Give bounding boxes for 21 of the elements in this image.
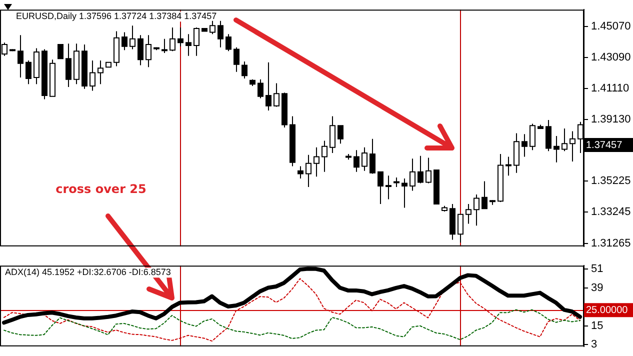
chart-title: EURUSD,Daily 1.37596 1.37724 1.37384 1.37457 — [16, 11, 217, 22]
y-tick-label: 1.33245 — [591, 206, 631, 218]
y-tick-label: 1.35225 — [591, 175, 631, 188]
annotation: cross over 25 — [56, 182, 146, 196]
y-tick-label: 1.43090 — [591, 51, 631, 64]
y-tick-label: 39 — [591, 282, 604, 294]
candlestick — [394, 177, 400, 188]
y-tick-label: 3 — [591, 338, 598, 351]
candlestick — [506, 156, 512, 176]
y-tick-label: 1.45070 — [591, 20, 631, 32]
y-tick-label: 51 — [591, 263, 604, 276]
y-tick-label: 15 — [591, 320, 604, 332]
ref-line-label: 25.00000 — [586, 304, 628, 316]
y-tick-label: 1.39130 — [591, 114, 631, 126]
y-tick-label: 1.31265 — [591, 237, 631, 250]
candlestick — [162, 38, 168, 54]
chart-title: ADX(14) 45.1952 +DI:32.6706 -DI:6.8573 — [5, 267, 171, 278]
candlestick — [386, 175, 392, 200]
text: 1.37457 — [586, 140, 623, 151]
y-tick-label: 1.41110 — [591, 82, 630, 95]
line-series — [4, 309, 580, 340]
